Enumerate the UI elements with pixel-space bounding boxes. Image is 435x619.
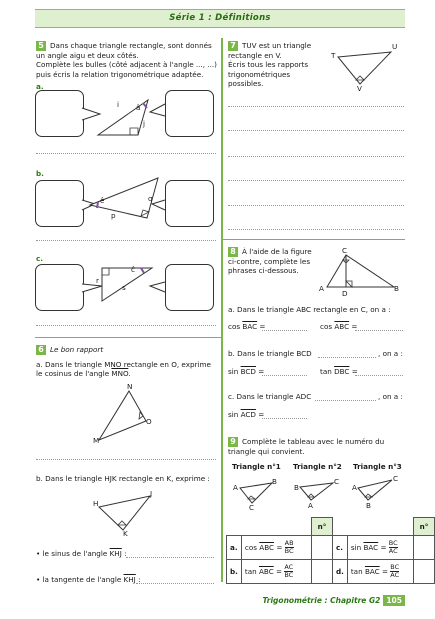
t1-A: A — [233, 483, 238, 492]
ex9-table: n° n° a. cos ABC = AB BC c. sin BAC = BC A… — [226, 517, 435, 584]
row-a-formula: cos ABC = AB BC — [241, 536, 311, 560]
col-head-left: n° — [312, 518, 333, 536]
row-b-formula: tan ABC = AC BC — [241, 560, 311, 584]
col-head-right: n° — [414, 518, 435, 536]
row-a-label: a. — [227, 536, 242, 560]
row-d-label: d. — [332, 560, 347, 584]
row-c-label: c. — [332, 536, 347, 560]
t3-B: B — [366, 501, 371, 510]
t2-B: B — [294, 483, 299, 492]
t2-C: C — [334, 477, 339, 486]
row-d-answer[interactable] — [414, 560, 435, 584]
row-d-formula: tan BAC = BC AC — [347, 560, 413, 584]
row-c-answer[interactable] — [414, 536, 435, 560]
t3-C: C — [393, 474, 398, 483]
page-number: 105 — [383, 595, 405, 606]
row-b-answer[interactable] — [312, 560, 333, 584]
page-footer: Trigonométrie : Chapitre G2 105 — [263, 595, 406, 606]
t1-B: B — [272, 477, 277, 486]
row-c-formula: sin BAC = BC AC — [347, 536, 413, 560]
row-b-label: b. — [227, 560, 242, 584]
t1-C: C — [249, 503, 254, 512]
row-a-answer[interactable] — [312, 536, 333, 560]
t3-A: A — [352, 483, 357, 492]
t2-A: A — [308, 501, 313, 510]
